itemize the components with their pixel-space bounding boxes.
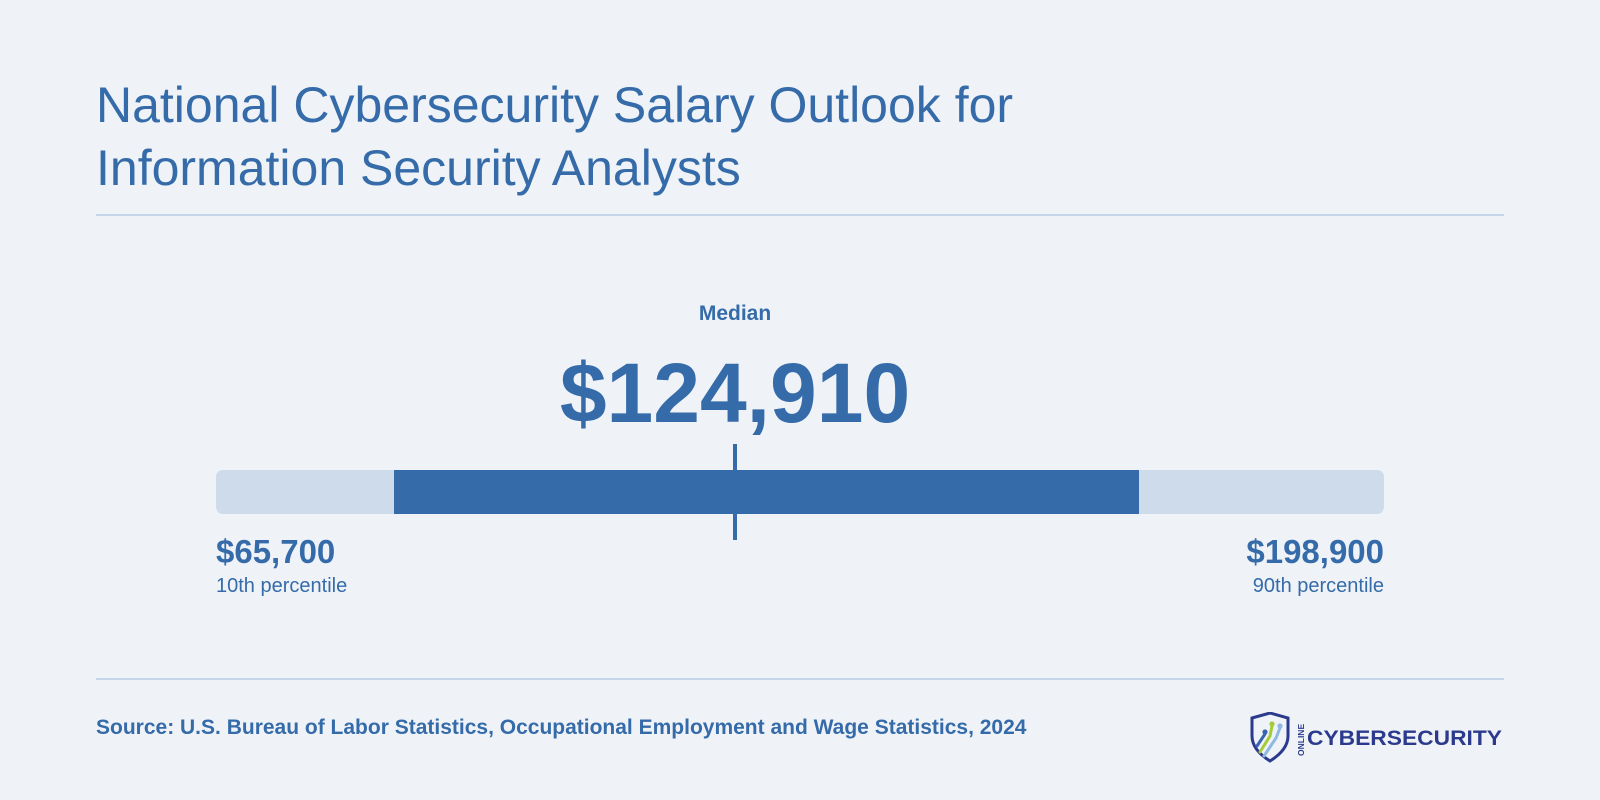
- chart-title: National Cybersecurity Salary Outlook fo…: [96, 74, 1196, 200]
- median-marker: [733, 444, 738, 540]
- median-label: Median: [698, 302, 772, 325]
- title-line-1: National Cybersecurity Salary Outlook fo…: [96, 77, 1014, 133]
- top-divider: [96, 214, 1504, 216]
- salary-range-track: [216, 470, 1384, 514]
- online-cybersecurity-logo: ONLINE CYBERSECURITY: [1248, 712, 1504, 764]
- low-end-label: $65,700 10th percentile: [216, 532, 347, 598]
- source-citation: Source: U.S. Bureau of Labor Statistics,…: [96, 716, 1027, 739]
- low-amount: $65,700: [216, 533, 336, 570]
- salary-range-fill: [394, 470, 1140, 514]
- logo-small-text: ONLINE: [1296, 724, 1306, 756]
- high-end-label: $198,900 90th percentile: [1246, 532, 1384, 598]
- logo-main-text: CYBERSECURITY: [1307, 727, 1502, 750]
- high-amount: $198,900: [1246, 533, 1384, 570]
- shield-circuit-icon: [1250, 712, 1290, 763]
- low-percentile-label: 10th percentile: [216, 575, 348, 597]
- title-line-2: Information Security Analysts: [96, 140, 741, 196]
- high-percentile-label: 90th percentile: [1252, 575, 1384, 597]
- bottom-divider: [96, 678, 1504, 680]
- median-value: $124,910: [559, 346, 911, 440]
